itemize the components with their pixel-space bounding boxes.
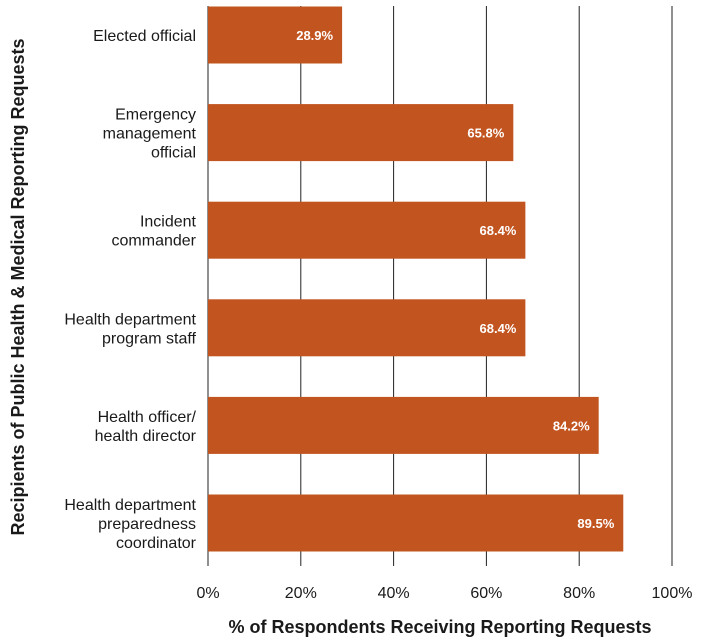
x-tick-label: 20% — [285, 585, 317, 602]
bar — [208, 104, 514, 162]
bar-value-label: 65.8% — [467, 126, 504, 141]
category-label: Emergency management official — [103, 107, 197, 162]
category-label: Health department program staff — [64, 311, 196, 347]
bar-value-label: 28.9% — [296, 28, 333, 43]
x-tick-label: 40% — [378, 585, 410, 602]
x-tick-label: 0% — [196, 585, 219, 602]
category-label: Health officer/health director — [95, 409, 197, 445]
bars — [208, 6, 624, 552]
x-tick-label: 100% — [652, 585, 693, 602]
bar — [208, 6, 343, 64]
bar-value-label: 68.4% — [480, 223, 517, 238]
category-label: Elected official — [93, 28, 196, 45]
data-labels: 28.9% 65.8% 68.4% 68.4% 84.2% 89.5% — [296, 28, 614, 531]
category-labels: Elected official Emergency management offic… — [64, 28, 196, 552]
bar-value-label: 68.4% — [480, 321, 517, 336]
bar — [208, 299, 526, 357]
x-tick-label: 60% — [470, 585, 502, 602]
category-label: Incident commander — [112, 214, 197, 250]
x-tick-labels: 0% 20% 40% 60% 80% 100% — [196, 585, 692, 602]
bar — [208, 201, 526, 259]
category-label: Health department preparedness coordinator — [64, 497, 196, 552]
x-axis-title: % of Respondents Receiving Reporting Req… — [228, 617, 651, 637]
bar-value-label: 89.5% — [577, 516, 614, 531]
x-tick-label: 80% — [563, 585, 595, 602]
bar — [208, 396, 599, 454]
bar-value-label: 84.2% — [553, 418, 590, 433]
gridlines — [207, 6, 673, 566]
y-axis-title: Recipients of Public Health & Medical Re… — [8, 38, 28, 535]
bar — [208, 494, 624, 552]
